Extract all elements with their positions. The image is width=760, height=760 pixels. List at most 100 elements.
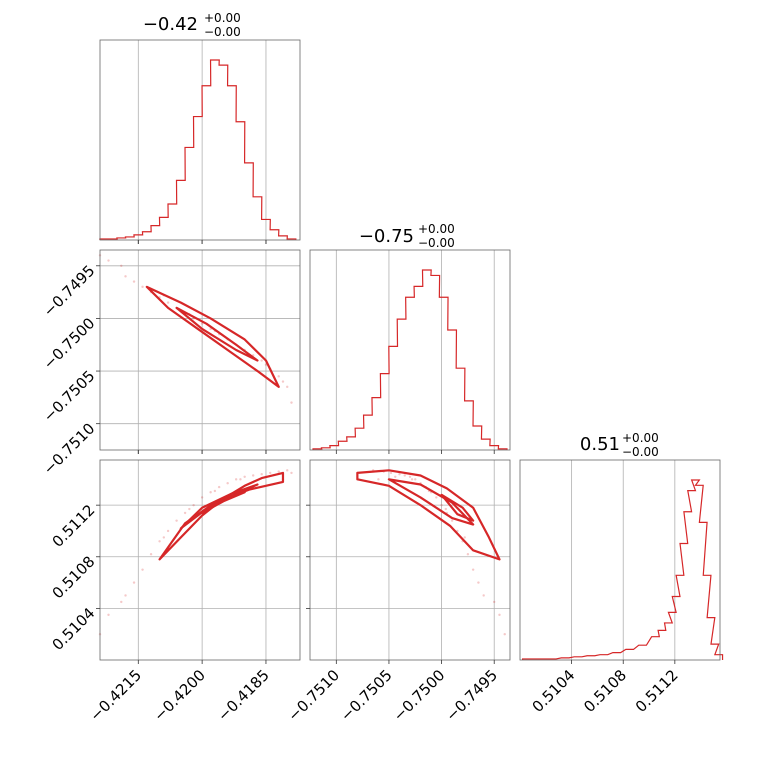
xtick-label-2-2: 0.5112	[632, 666, 682, 716]
sample-point-p12-15	[403, 474, 406, 477]
histogram-param-0	[99, 59, 297, 240]
ytick-label-2-2: 0.5112	[49, 501, 99, 551]
sample-point-p02-17	[269, 471, 272, 475]
sample-point-p01-5	[166, 301, 170, 304]
sample-point-p01-22	[120, 264, 123, 267]
sample-point-p12-9	[435, 496, 438, 499]
sample-point-p02-14	[243, 475, 246, 478]
param-0-title-minus: −0.00	[204, 25, 241, 39]
sample-point-p12-1	[477, 581, 480, 584]
sample-point-p02-0	[124, 594, 127, 597]
sample-point-p02-18	[277, 470, 280, 473]
panel-hist-0	[99, 39, 301, 241]
sample-point-p12-16	[398, 472, 401, 476]
param-0-title: −0.42	[143, 14, 198, 35]
xtick-label-0-0: −0.4215	[86, 666, 145, 725]
sample-point-p02-4	[158, 540, 161, 543]
sample-point-p02-3	[149, 552, 153, 556]
sample-point-p02-28	[239, 478, 242, 481]
contour-p12-0	[356, 469, 501, 561]
sample-point-p02-22	[120, 600, 123, 604]
sample-point-p02-7	[183, 511, 187, 515]
sample-point-p12-8	[440, 503, 443, 507]
sample-point-p01-1	[132, 280, 136, 283]
param-1-title-minus: −0.00	[418, 236, 455, 250]
sample-point-p02-1	[132, 581, 136, 584]
sample-point-p02-26	[213, 489, 217, 493]
xtick-label-1-0: −0.7510	[284, 666, 343, 725]
sample-point-p02-25	[162, 536, 166, 539]
xtick-label-1-2: −0.7500	[390, 666, 449, 725]
param-2-title: 0.51	[580, 434, 620, 455]
sample-point-p01-16	[260, 359, 263, 362]
sample-point-p02-20	[107, 613, 110, 617]
contour-p01-0	[145, 285, 280, 388]
sample-point-p02-11	[217, 485, 221, 489]
sample-point-p12-22	[493, 600, 496, 604]
sample-point-p02-24	[290, 471, 293, 475]
sample-point-p12-13	[414, 478, 417, 481]
param-1-title: −0.75	[359, 226, 414, 247]
ytick-label-2-1: 0.5108	[49, 553, 99, 603]
sample-point-p01-9	[200, 322, 204, 325]
sample-point-p01-23	[281, 380, 285, 383]
xtick-label-0-2: −0.4185	[214, 666, 273, 725]
sample-point-p02-9	[200, 496, 204, 499]
panel-p12	[309, 459, 511, 661]
xtick-label-2-0: 0.5104	[529, 666, 579, 716]
sample-point-p02-27	[188, 507, 191, 511]
sample-point-p12-6	[450, 519, 454, 522]
sample-point-p12-2	[471, 568, 475, 571]
contour-p01-1	[175, 306, 259, 362]
panel-p02	[99, 459, 301, 661]
sample-point-p01-18	[277, 375, 280, 378]
contour-p12-2	[440, 493, 475, 522]
param-2-title-plus: +0.00	[622, 431, 659, 445]
ytick-label-1-3: −0.7495	[40, 262, 99, 321]
histogram-param-1	[312, 269, 508, 450]
ytick-label-2-0: 0.5104	[49, 604, 99, 654]
sample-point-p01-2	[141, 285, 144, 289]
sample-point-p12-27	[444, 507, 447, 511]
sample-point-p02-5	[166, 529, 170, 533]
param-2-title-minus: −0.00	[622, 445, 659, 459]
param-1-title-plus: +0.00	[418, 222, 455, 236]
sample-point-p02-12	[226, 482, 229, 485]
sample-point-p02-8	[192, 503, 195, 507]
sample-point-p01-0	[124, 275, 127, 278]
ytick-label-1-1: −0.7505	[40, 367, 99, 426]
sample-point-p01-24	[290, 401, 293, 404]
sample-point-p02-19	[286, 469, 289, 472]
param-0-title-plus: +0.00	[204, 11, 241, 25]
sample-point-p02-13	[234, 478, 238, 481]
sample-point-p12-0	[482, 594, 485, 597]
sample-point-p02-15	[251, 474, 255, 477]
sample-point-p12-21	[503, 632, 506, 636]
panel-hist-1	[309, 249, 511, 451]
sample-point-p02-6	[175, 519, 178, 522]
xtick-label-2-1: 0.5108	[580, 666, 630, 716]
sample-point-p02-2	[141, 568, 144, 571]
contour-p12-1	[387, 478, 475, 526]
ytick-label-1-0: −0.7510	[40, 419, 99, 478]
xtick-label-0-1: −0.4200	[150, 666, 209, 725]
contour-p02-2	[201, 491, 246, 515]
histogram-param-2	[522, 479, 724, 660]
sample-point-p12-20	[498, 613, 501, 617]
sample-point-p12-29	[394, 475, 397, 478]
sample-point-p12-14	[408, 475, 412, 478]
panel-hist-2	[519, 459, 721, 661]
sample-point-p12-17	[389, 471, 393, 475]
sample-point-p01-20	[107, 259, 110, 262]
sample-point-p02-10	[209, 491, 212, 494]
contour-p02-0	[158, 471, 285, 561]
sample-point-p12-3	[466, 552, 470, 556]
xtick-label-1-3: −0.7495	[442, 666, 501, 725]
sample-point-p12-23	[377, 478, 380, 481]
panel-p01	[99, 249, 301, 451]
sample-point-p12-25	[463, 536, 466, 539]
sample-point-p12-28	[410, 478, 414, 481]
xtick-label-1-1: −0.7505	[337, 666, 396, 725]
sample-point-p02-16	[260, 472, 263, 476]
